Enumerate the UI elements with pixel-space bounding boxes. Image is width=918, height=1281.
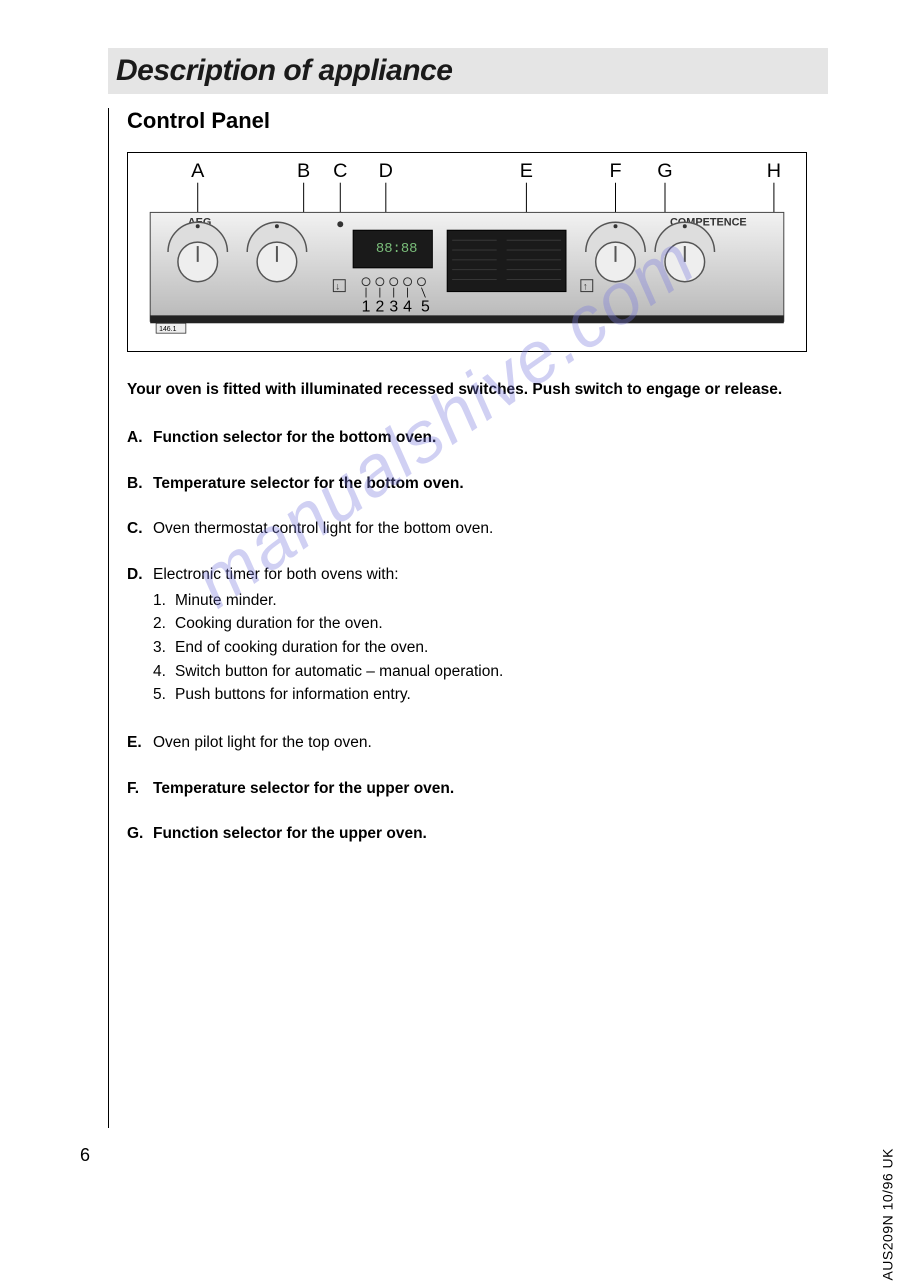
item-body: Electronic timer for both ovens with: 1.M… <box>153 564 503 708</box>
item-body: Function selector for the upper oven. <box>153 823 427 845</box>
sub-num: 2. <box>153 613 175 635</box>
sub-items: 1.Minute minder.2.Cooking duration for t… <box>153 590 503 706</box>
item-desc: Temperature selector for the upper oven. <box>153 778 454 800</box>
list-item: D.Electronic timer for both ovens with: 1… <box>127 564 828 708</box>
menu-panel <box>447 230 566 291</box>
item-body: Oven thermostat control light for the bo… <box>153 518 493 540</box>
item-letter: F. <box>127 778 153 800</box>
item-desc: Function selector for the bottom oven. <box>153 427 436 449</box>
sub-num: 5. <box>153 684 175 706</box>
diagram-label-f: F <box>609 160 621 182</box>
svg-text:↓: ↓ <box>335 282 340 293</box>
list-item: A.Function selector for the bottom oven. <box>127 427 828 449</box>
sub-num: 1. <box>153 590 175 612</box>
sub-text: End of cooking duration for the oven. <box>175 637 428 659</box>
display-text: 88:88 <box>376 241 418 257</box>
list-item: C.Oven thermostat control light for the … <box>127 518 828 540</box>
page-title: Description of appliance <box>116 54 820 88</box>
item-desc: Oven pilot light for the top oven. <box>153 732 372 754</box>
sub-item: 5.Push buttons for information entry. <box>153 684 503 706</box>
sub-num: 4. <box>153 661 175 683</box>
item-letter: G. <box>127 823 153 845</box>
item-body: Function selector for the bottom oven. <box>153 427 436 449</box>
item-letter: A. <box>127 427 153 449</box>
item-body: Temperature selector for the upper oven. <box>153 778 454 800</box>
title-bar: Description of appliance <box>108 48 828 94</box>
sub-text: Cooking duration for the oven. <box>175 613 383 635</box>
list-item: E.Oven pilot light for the top oven. <box>127 732 828 754</box>
item-body: Temperature selector for the bottom oven… <box>153 473 464 495</box>
item-desc: Function selector for the upper oven. <box>153 823 427 845</box>
diagram-label-d: D <box>379 160 393 182</box>
item-letter: E. <box>127 732 153 754</box>
items-list: A.Function selector for the bottom oven.… <box>127 427 828 845</box>
sub-item: 1.Minute minder. <box>153 590 503 612</box>
diagram-label-e: E <box>520 160 533 182</box>
sub-item: 2.Cooking duration for the oven. <box>153 613 503 635</box>
btn-num-1: 1 <box>362 298 371 315</box>
thermostat-light-icon <box>337 221 343 227</box>
model-box: 146.1 <box>159 326 176 333</box>
list-item: B.Temperature selector for the bottom ov… <box>127 473 828 495</box>
sub-item: 4.Switch button for automatic – manual o… <box>153 661 503 683</box>
intro-text: Your oven is fitted with illuminated rec… <box>127 380 828 401</box>
diagram-label-g: G <box>657 160 672 182</box>
item-body: Oven pilot light for the top oven. <box>153 732 372 754</box>
subheading: Control Panel <box>127 108 828 134</box>
sub-num: 3. <box>153 637 175 659</box>
item-letter: D. <box>127 564 153 708</box>
item-letter: C. <box>127 518 153 540</box>
item-desc: Electronic timer for both ovens with: <box>153 564 503 586</box>
svg-text:↑: ↑ <box>583 282 588 293</box>
btn-num-3: 3 <box>389 298 398 315</box>
sub-item: 3.End of cooking duration for the oven. <box>153 637 503 659</box>
item-letter: B. <box>127 473 153 495</box>
item-desc: Temperature selector for the bottom oven… <box>153 473 464 495</box>
content-column: Control Panel A B C D E F G <box>108 108 828 1128</box>
btn-num-5: 5 <box>421 298 430 315</box>
diagram-label-a: A <box>191 160 205 182</box>
sub-text: Switch button for automatic – manual ope… <box>175 661 503 683</box>
control-panel-diagram: A B C D E F G H <box>127 152 807 352</box>
diagram-label-h: H <box>767 160 781 182</box>
page-number: 6 <box>80 1145 90 1166</box>
btn-num-4: 4 <box>403 298 412 315</box>
sub-text: Minute minder. <box>175 590 277 612</box>
page: Description of appliance Control Panel A… <box>108 48 828 1148</box>
sub-text: Push buttons for information entry. <box>175 684 411 706</box>
diagram-label-b: B <box>297 160 310 182</box>
btn-num-2: 2 <box>375 298 384 315</box>
side-code: AUS209N 10/96 UK <box>880 1148 896 1281</box>
diagram-label-c: C <box>333 160 347 182</box>
item-desc: Oven thermostat control light for the bo… <box>153 518 493 540</box>
list-item: G.Function selector for the upper oven. <box>127 823 828 845</box>
list-item: F.Temperature selector for the upper ove… <box>127 778 828 800</box>
